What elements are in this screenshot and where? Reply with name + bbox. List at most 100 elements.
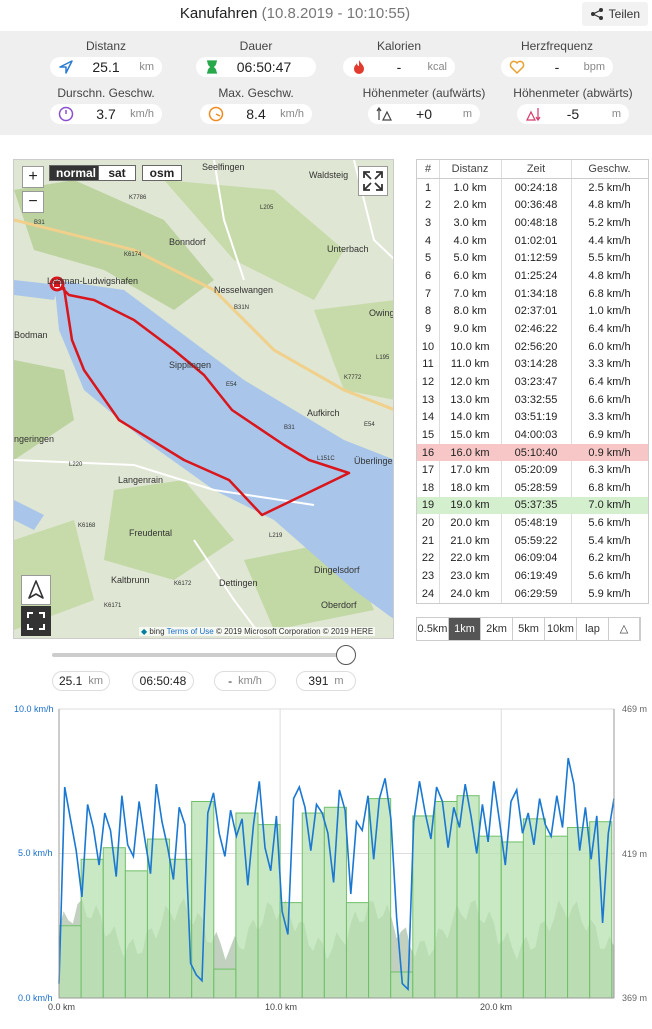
split-distance: 16.0 km: [450, 446, 490, 459]
table-row[interactable]: 9 9.0 km 02:46:22 6.4 km/h: [417, 320, 648, 338]
bing-logo-icon: ◆: [141, 627, 148, 636]
stat-value: -: [554, 59, 560, 75]
stat-label: Höhenmeter (abwärts): [513, 86, 633, 100]
share-button[interactable]: Teilen: [581, 2, 648, 26]
table-row[interactable]: 11 11.0 km 03:14:28 3.3 km/h: [417, 356, 648, 374]
road-label: K7786: [129, 195, 147, 201]
table-row[interactable]: 22 22.0 km 06:09:04 6.2 km/h: [417, 550, 648, 568]
table-row[interactable]: 21 21.0 km 05:59:22 5.4 km/h: [417, 532, 648, 550]
map-expand-button[interactable]: [358, 166, 388, 196]
activity-timestamp: (10.8.2019 - 10:10:55): [261, 5, 411, 22]
map-type-normal[interactable]: normal: [49, 165, 104, 181]
map-label: Owinge: [369, 308, 393, 318]
terms-link[interactable]: Terms of Use: [166, 627, 214, 636]
split-option-5km[interactable]: 5km: [513, 618, 545, 640]
split-option-lap[interactable]: lap: [577, 618, 609, 640]
split-bar: [169, 858, 193, 999]
split-number: 3: [424, 217, 432, 230]
range-distance-unit: km: [88, 675, 104, 687]
split-option-0.5km[interactable]: 0.5km: [417, 618, 449, 640]
fullscreen-icon: [27, 612, 45, 630]
speed-line: [58, 757, 615, 992]
table-row[interactable]: 20 20.0 km 05:48:19 5.6 km/h: [417, 514, 648, 532]
table-header: # Distanz Zeit Geschw.: [417, 161, 648, 179]
route-path: [55, 283, 351, 517]
split-time: 00:24:18: [514, 181, 558, 194]
road-label: E54: [226, 382, 237, 388]
table-row[interactable]: 23 23.0 km 06:19:49 5.6 km/h: [417, 567, 648, 585]
split-option-elevation[interactable]: △: [609, 618, 640, 640]
split-speed: 5.5 km/h: [588, 252, 631, 265]
x-tick: 0.0 km: [48, 1002, 76, 1012]
table-row[interactable]: 2 2.0 km 00:36:48 4.8 km/h: [417, 197, 648, 215]
stat-ascent: Höhenmeter (aufwärts) +0 m: [359, 86, 489, 124]
stat-value-pill: 06:50:47: [196, 57, 316, 77]
map-type-sat[interactable]: sat: [98, 165, 136, 181]
split-speed: 5.6 km/h: [588, 517, 631, 530]
table-row[interactable]: 24 24.0 km 06:29:59 5.9 km/h: [417, 585, 648, 603]
splits-table: # Distanz Zeit Geschw. 1 1.0 km 00:24:18 2.…: [416, 159, 649, 604]
speedometer-max-icon: [208, 106, 224, 122]
road-label: L151C: [317, 456, 335, 462]
table-row[interactable]: 12 12.0 km 03:23:47 6.4 km/h: [417, 373, 648, 391]
road-label: K6172: [174, 581, 192, 587]
split-number: 9: [424, 322, 432, 335]
table-row[interactable]: 5 5.0 km 01:12:59 5.5 km/h: [417, 250, 648, 268]
share-label: Teilen: [608, 7, 640, 21]
road-label: B31: [34, 220, 45, 226]
split-bar: [102, 847, 126, 999]
split-option-1km[interactable]: 1km: [449, 618, 481, 640]
range-slider-handle[interactable]: [336, 645, 356, 665]
activity-title: Kanufahren: [179, 5, 258, 22]
table-row[interactable]: 16 16.0 km 05:10:40 0.9 km/h: [417, 443, 648, 462]
split-time: 02:56:20: [514, 340, 558, 353]
compass-icon: [28, 580, 44, 599]
table-row[interactable]: 14 14.0 km 03:51:19 3.3 km/h: [417, 408, 648, 426]
split-time: 05:20:09: [514, 464, 558, 477]
split-bar: [412, 815, 436, 999]
stat-max-speed: Max. Geschw. 8.4 km/h: [191, 86, 321, 124]
map-type-osm[interactable]: osm: [142, 165, 182, 181]
split-number: 17: [421, 464, 435, 477]
route-map[interactable]: Seelfingen Waldsteig Bonndorf Unterbach …: [13, 159, 394, 639]
stat-value: -5: [566, 106, 580, 122]
zoom-in-button[interactable]: +: [22, 166, 44, 188]
split-number: 23: [421, 570, 435, 583]
navigation-arrow-icon: [59, 60, 73, 74]
map-label: Überlingen: [354, 456, 394, 466]
table-row[interactable]: 4 4.0 km 01:02:01 4.4 km/h: [417, 232, 648, 250]
map-label: Bonndorf: [169, 237, 206, 247]
map-north-button[interactable]: [21, 575, 51, 605]
split-option-10km[interactable]: 10km: [545, 618, 577, 640]
stats-panel: Distanz 25.1 km Dauer 06:50:47 Kalorien …: [0, 31, 652, 135]
speed-elevation-chart[interactable]: 10.0 km/h 5.0 km/h 0.0 km/h 469 m 419 m …: [0, 700, 652, 1024]
map-label: Seelfingen: [202, 162, 245, 172]
zoom-out-button[interactable]: −: [22, 191, 44, 213]
table-row[interactable]: 10 10.0 km 02:56:20 6.0 km/h: [417, 338, 648, 356]
split-option-2km[interactable]: 2km: [481, 618, 513, 640]
stat-label: Dauer: [239, 39, 273, 53]
split-number: 24: [421, 587, 435, 600]
split-speed: 2.5 km/h: [588, 181, 631, 194]
table-row[interactable]: 7 7.0 km 01:34:18 6.8 km/h: [417, 285, 648, 303]
table-row[interactable]: 1 1.0 km 00:24:18 2.5 km/h: [417, 179, 648, 197]
map-label: Oberdorf: [321, 600, 357, 610]
table-row[interactable]: 17 17.0 km 05:20:09 6.3 km/h: [417, 461, 648, 479]
table-row[interactable]: 8 8.0 km 02:37:01 1.0 km/h: [417, 303, 648, 321]
map-fullscreen-button[interactable]: [21, 606, 51, 636]
table-row[interactable]: 3 3.0 km 00:48:18 5.2 km/h: [417, 214, 648, 232]
table-row[interactable]: 18 18.0 km 05:28:59 6.8 km/h: [417, 479, 648, 497]
range-slider-track[interactable]: [52, 653, 348, 657]
split-time: 05:28:59: [514, 481, 558, 494]
table-row[interactable]: 15 15.0 km 04:00:03 6.9 km/h: [417, 426, 648, 444]
split-distance: 8.0 km: [453, 305, 487, 318]
table-row[interactable]: 13 13.0 km 03:32:55 6.6 km/h: [417, 391, 648, 409]
table-row[interactable]: 19 19.0 km 05:37:35 7.0 km/h: [417, 496, 648, 515]
split-number: 13: [421, 393, 435, 406]
range-time-value: 06:50:48: [139, 674, 187, 688]
split-speed: 6.9 km/h: [588, 428, 631, 441]
map-label: Unterbach: [327, 244, 369, 254]
table-row[interactable]: 6 6.0 km 01:25:24 4.8 km/h: [417, 267, 648, 285]
stat-duration: Dauer 06:50:47: [191, 39, 321, 77]
split-number: 5: [424, 252, 432, 265]
